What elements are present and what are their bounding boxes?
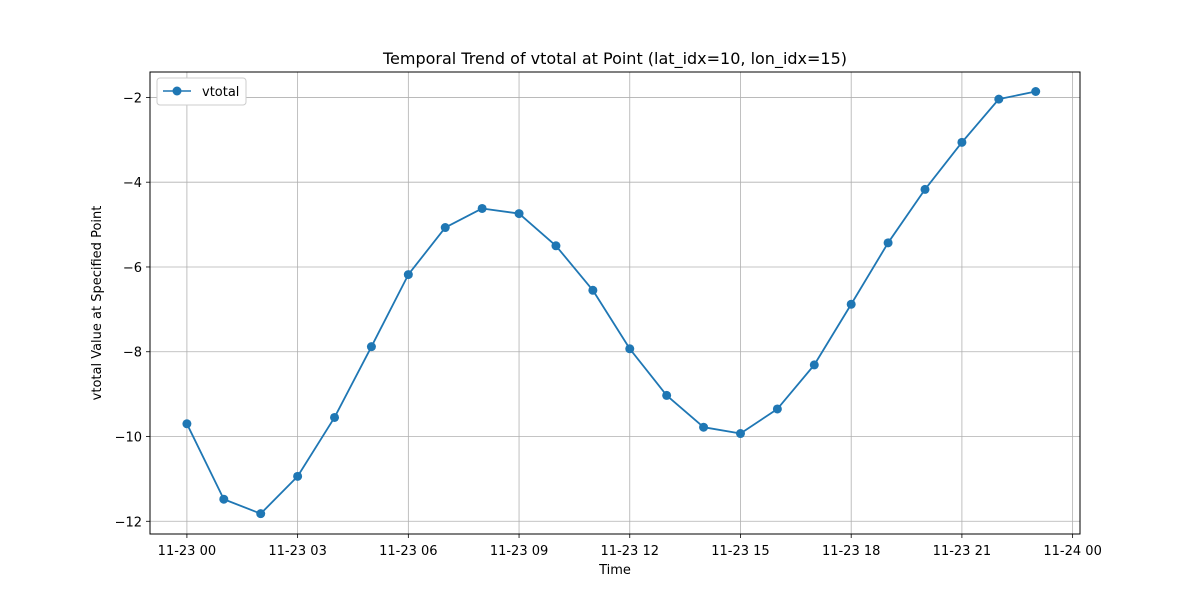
legend-box xyxy=(156,77,247,106)
x-tick-label: 11-23 21 xyxy=(933,544,991,559)
series-vtotal xyxy=(182,86,1041,519)
series-line xyxy=(186,90,1036,515)
y-tick-label: −8 xyxy=(123,346,142,361)
data-point xyxy=(403,270,413,280)
data-point xyxy=(440,223,450,233)
data-point xyxy=(219,494,229,504)
data-point xyxy=(772,404,782,414)
x-axis-title: Time xyxy=(598,563,631,578)
data-point xyxy=(293,471,303,481)
x-tick-label: 11-23 15 xyxy=(711,544,769,559)
data-point xyxy=(551,241,561,251)
x-axis: 11-23 00 11-23 03 11-23 06 11-23 09 11-23 12… xyxy=(158,534,1102,559)
data-point xyxy=(182,419,192,429)
y-tick-label: −4 xyxy=(123,176,142,191)
data-point xyxy=(477,203,487,213)
x-tick-label: 11-23 18 xyxy=(822,544,880,559)
x-tick-label: 11-23 12 xyxy=(601,544,659,559)
x-tick-label: 11-23 00 xyxy=(158,544,216,559)
y-tick-label: −10 xyxy=(115,431,142,446)
data-point xyxy=(625,344,635,354)
data-point xyxy=(588,285,598,295)
plot-area-frame xyxy=(149,71,1081,535)
data-point xyxy=(662,390,672,400)
legend-marker-swatch xyxy=(172,86,182,96)
data-point xyxy=(330,412,340,422)
data-point xyxy=(883,238,893,248)
data-point xyxy=(957,137,967,147)
y-axis: −2 −4 −6 −8 −10 −12 xyxy=(115,91,150,530)
grid-lines xyxy=(150,72,1080,534)
data-point xyxy=(514,209,524,219)
x-tick-label: 11-23 06 xyxy=(379,544,437,559)
legend: vtotal xyxy=(156,77,247,106)
x-tick-label: 11-23 09 xyxy=(490,544,548,559)
data-point xyxy=(994,94,1004,104)
chart-title: Temporal Trend of vtotal at Point (lat_i… xyxy=(382,49,847,69)
data-point xyxy=(735,429,745,439)
y-axis-title: vtotal Value at Specified Point xyxy=(90,206,105,401)
data-point xyxy=(699,422,709,432)
y-tick-label: −12 xyxy=(115,515,142,530)
data-point xyxy=(846,299,856,309)
data-point xyxy=(366,342,376,352)
data-point xyxy=(1031,86,1041,96)
legend-label: vtotal xyxy=(202,85,239,100)
y-tick-label: −2 xyxy=(123,91,142,106)
data-point xyxy=(920,184,930,194)
data-point xyxy=(809,360,819,370)
x-tick-label: 11-24 00 xyxy=(1043,544,1101,559)
data-point xyxy=(256,509,266,519)
x-tick-label: 11-23 03 xyxy=(268,544,326,559)
y-tick-label: −6 xyxy=(123,261,142,276)
